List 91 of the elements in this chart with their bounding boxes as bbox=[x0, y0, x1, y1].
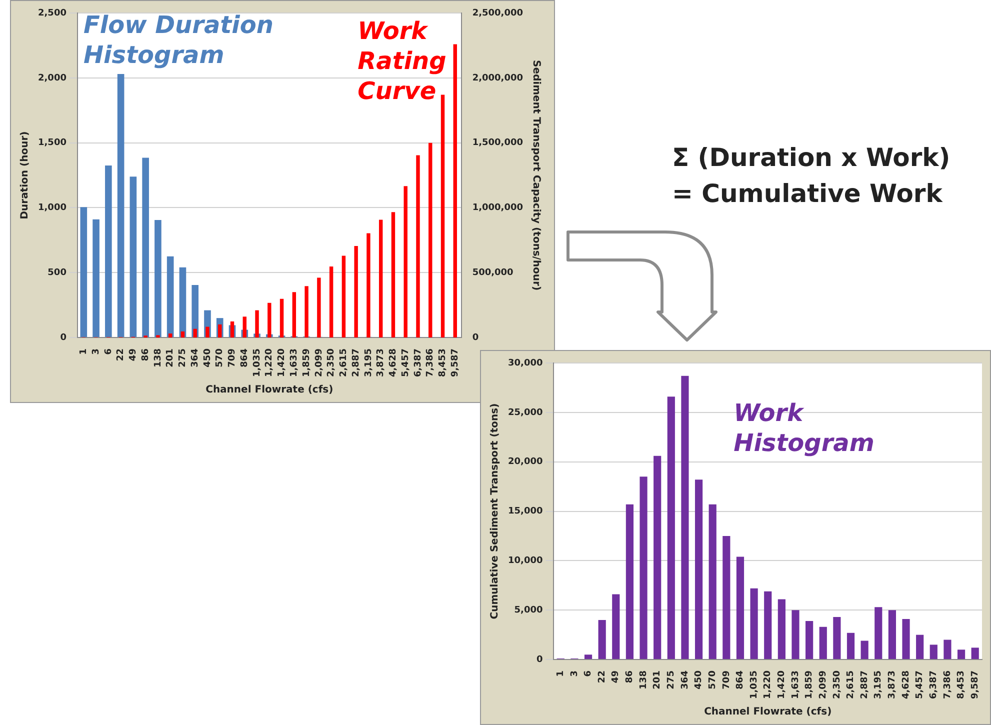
x-tick-label: 1,633 bbox=[290, 348, 300, 377]
x-tick-label: 7,386 bbox=[426, 348, 436, 377]
x-tick-label: 2,887 bbox=[351, 348, 362, 377]
x-tick-label: 201 bbox=[166, 348, 176, 368]
y-tick-label: 500 bbox=[48, 268, 66, 278]
y-tick-label: 1,500 bbox=[38, 138, 66, 148]
x-tick-label: 2,350 bbox=[326, 348, 337, 377]
text: = Cumulative Work bbox=[672, 178, 944, 210]
y-axis-title: Cumulative Sediment Transport (tons) bbox=[490, 403, 501, 620]
x-tick-label: 1,420 bbox=[777, 670, 788, 699]
x-tick-label: 864 bbox=[240, 348, 250, 368]
x-axis-title: Channel Flowrate (cfs) bbox=[206, 384, 334, 396]
x-tick-label: 2,099 bbox=[818, 670, 828, 699]
x-tick-label: 22 bbox=[116, 348, 126, 362]
x-tick-label: 8,453 bbox=[956, 670, 967, 699]
y-tick-label: 20,000 bbox=[508, 457, 543, 468]
x-tick-label: 6,387 bbox=[413, 348, 424, 377]
x-tick-label: 275 bbox=[178, 348, 188, 368]
x-tick-label: 1,859 bbox=[302, 348, 312, 377]
y-tick-label: 10,000 bbox=[508, 556, 543, 566]
x-tick-label: 2,887 bbox=[860, 670, 870, 699]
x-tick-label: 1,035 bbox=[252, 348, 262, 377]
x-tick-label: 5,457 bbox=[915, 670, 926, 699]
series-label: Work Rating Curve bbox=[358, 17, 446, 106]
x-tick-label: 3,873 bbox=[376, 348, 386, 377]
x-tick-label: 3,873 bbox=[888, 670, 898, 699]
x-tick-label: 450 bbox=[202, 348, 213, 368]
y-tick-label: 5,000 bbox=[514, 605, 543, 616]
x-tick-label: 5,457 bbox=[400, 348, 411, 377]
x-tick-label: 2,099 bbox=[314, 348, 324, 377]
x-tick-label: 3 bbox=[570, 670, 580, 677]
x-tick-label: 9,587 bbox=[970, 670, 980, 699]
y-tick-label: 2,000 bbox=[38, 73, 66, 84]
x-tick-label: 4,628 bbox=[388, 348, 399, 377]
text: Σ (Duration x Work) bbox=[672, 142, 950, 174]
x-tick-label: 3,195 bbox=[874, 670, 884, 699]
x-tick-label: 709 bbox=[722, 670, 732, 690]
x-tick-label: 1,420 bbox=[277, 348, 288, 377]
x-tick-label: 1,220 bbox=[264, 348, 275, 377]
y2-axis-title: Sediment Transport Capacity (tons/hour) bbox=[530, 60, 542, 291]
x-tick-label: 201 bbox=[652, 670, 663, 690]
x-tick-label: 138 bbox=[153, 348, 164, 368]
x-tick-label: 9,587 bbox=[450, 348, 460, 377]
x-tick-label: 709 bbox=[228, 348, 238, 368]
x-tick-label: 570 bbox=[215, 348, 226, 368]
x-tick-label: 3,195 bbox=[364, 348, 374, 377]
x-tick-label: 2,350 bbox=[832, 670, 842, 699]
y-tick-label: 0 bbox=[536, 654, 543, 665]
x-tick-label: 1 bbox=[79, 348, 90, 355]
x-tick-label: 1,220 bbox=[763, 670, 774, 699]
series-label: Work Histogram bbox=[734, 399, 874, 458]
x-tick-label: 86 bbox=[140, 348, 151, 362]
x-tick-label: 49 bbox=[611, 670, 622, 684]
x-tick-label: 570 bbox=[708, 670, 718, 690]
x-tick-label: 364 bbox=[190, 348, 200, 368]
x-tick-label: 864 bbox=[736, 670, 746, 690]
y-tick-label: 2,500 bbox=[38, 8, 66, 18]
x-tick-label: 22 bbox=[597, 670, 608, 684]
x-tick-label: 450 bbox=[694, 670, 704, 690]
y-axis-title: Duration (hour) bbox=[20, 131, 31, 220]
y-tick-label: 15,000 bbox=[508, 506, 543, 517]
x-tick-label: 1,035 bbox=[749, 670, 760, 699]
y2-tick-label: 1,000,000 bbox=[472, 203, 524, 214]
y2-tick-label: 0 bbox=[472, 332, 479, 343]
x-tick-label: 6 bbox=[584, 670, 594, 677]
x-tick-label: 6 bbox=[104, 348, 114, 355]
x-axis-title: Channel Flowrate (cfs) bbox=[704, 706, 832, 718]
x-tick-label: 138 bbox=[638, 670, 649, 690]
x-tick-label: 1,633 bbox=[790, 670, 801, 699]
x-tick-label: 3 bbox=[91, 348, 102, 355]
x-tick-label: 49 bbox=[128, 348, 139, 362]
y2-tick-label: 500,000 bbox=[472, 268, 514, 278]
series-label: Flow Duration Histogram bbox=[83, 11, 274, 70]
x-tick-label: 1,859 bbox=[804, 670, 815, 699]
x-tick-label: 86 bbox=[625, 670, 636, 684]
x-tick-label: 364 bbox=[680, 670, 690, 690]
x-tick-label: 8,453 bbox=[438, 348, 448, 377]
y-tick-label: 25,000 bbox=[508, 408, 543, 418]
y2-tick-label: 2,000,000 bbox=[472, 73, 524, 84]
x-tick-label: 7,386 bbox=[942, 670, 953, 699]
x-tick-label: 275 bbox=[666, 670, 677, 690]
y2-tick-label: 1,500,000 bbox=[472, 138, 524, 148]
x-tick-label: 4,628 bbox=[901, 670, 912, 699]
y2-tick-label: 2,500,000 bbox=[472, 8, 524, 18]
y-tick-label: 30,000 bbox=[508, 358, 543, 368]
x-tick-label: 6,387 bbox=[928, 670, 939, 699]
x-tick-label: 2,615 bbox=[339, 348, 350, 377]
x-tick-label: 2,615 bbox=[846, 670, 856, 699]
y-tick-label: 0 bbox=[60, 332, 66, 343]
y-tick-label: 1,000 bbox=[38, 203, 66, 214]
x-tick-label: 1 bbox=[556, 670, 566, 677]
